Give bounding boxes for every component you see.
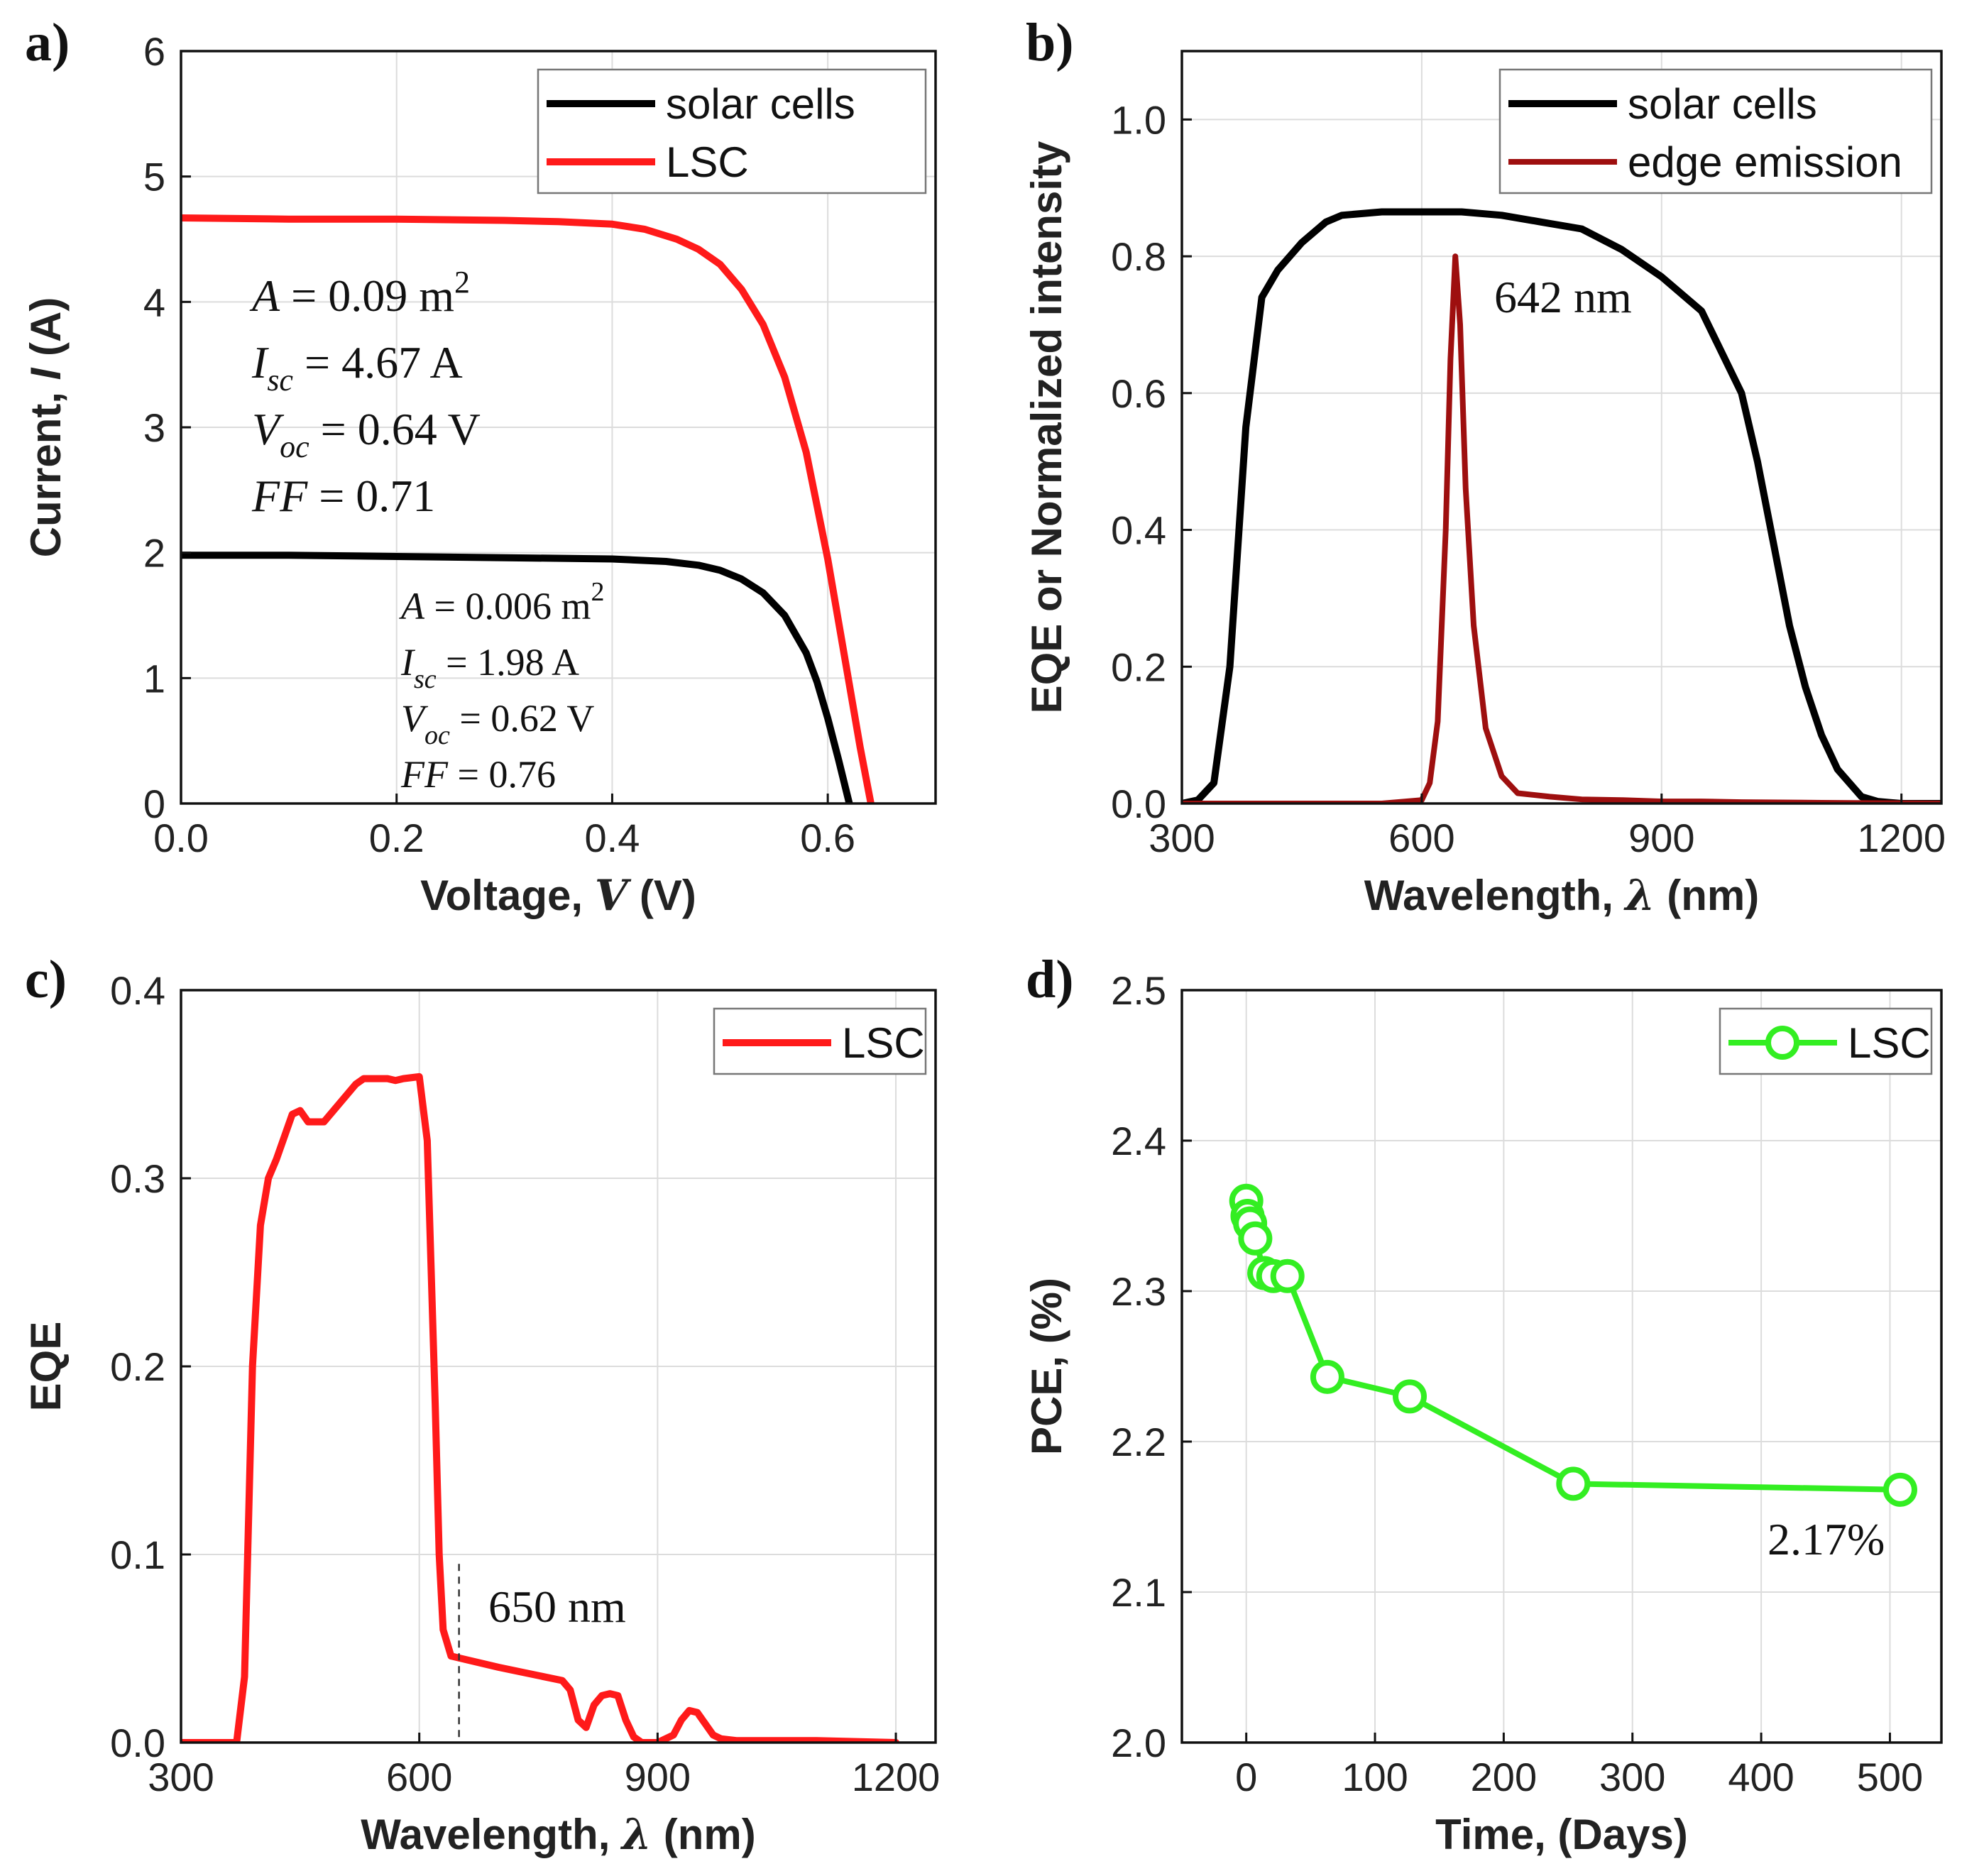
annotation-line: Isc = 1.98 A <box>400 641 579 694</box>
legend-label: solar cells <box>666 80 855 128</box>
y-tick-label: 0.6 <box>1111 371 1166 416</box>
data-point <box>1310 1359 1344 1394</box>
legend-label: solar cells <box>1628 80 1817 128</box>
annotation-line: A = 0.09 m2 <box>249 265 470 321</box>
panel-label: a) <box>25 13 70 72</box>
legend: LSC <box>713 1007 927 1075</box>
legend-marker <box>1765 1026 1799 1060</box>
y-tick-label: 1 <box>143 656 165 701</box>
annotation-line: FF = 0.76 <box>400 753 556 796</box>
x-tick-label: 0.6 <box>800 816 855 860</box>
series-line-lsc <box>181 214 875 803</box>
annotation-line: Voc = 0.62 V <box>401 697 594 750</box>
y-axis-label: EQE or Normalized intensity <box>1023 141 1070 713</box>
y-tick-label: 0 <box>143 781 165 826</box>
data-point <box>1393 1379 1427 1414</box>
legend-box <box>537 68 927 194</box>
y-tick-label: 2.5 <box>1111 968 1166 1013</box>
y-tick-label: 0.4 <box>110 968 165 1013</box>
y-tick-label: 1.0 <box>1111 97 1166 142</box>
x-axis-label: Wavelength, λ (nm) <box>361 1810 756 1860</box>
x-axis-label: Wavelength, λ (nm) <box>1364 871 1760 921</box>
panel-label: c) <box>25 950 67 1009</box>
y-tick-label: 0.3 <box>110 1156 165 1201</box>
y-axis-label: PCE, (%) <box>1023 1278 1070 1455</box>
y-tick-label: 3 <box>143 405 165 450</box>
annotation-line: A = 0.006 m2 <box>399 577 604 627</box>
annotation-line: Isc = 4.67 A <box>251 337 463 397</box>
y-axis-label: EQE <box>22 1322 70 1412</box>
x-tick-label: 1200 <box>852 1755 941 1799</box>
y-tick-label: 2.4 <box>1111 1119 1166 1163</box>
x-tick-label: 300 <box>1599 1755 1665 1799</box>
series-line-lsc <box>1243 1197 1903 1493</box>
panel-label: b) <box>1026 13 1074 72</box>
panel-b-eqe-emission: b) 300 600 900 1200 0.0 0.2 0.4 0.6 0.8 1.0 Wavelen… <box>1023 13 1946 921</box>
y-tick-label: 2.1 <box>1111 1570 1166 1615</box>
wavelength-annotation: 650 nm <box>488 1581 626 1632</box>
data-point <box>1556 1466 1591 1501</box>
final-pce-annotation: 2.17% <box>1768 1514 1885 1564</box>
series-line-solar-cells <box>181 552 853 803</box>
series-line-lsc <box>181 1073 900 1743</box>
data-point <box>1238 1221 1273 1256</box>
plot-frame <box>1180 989 1943 1744</box>
y-tick-label: 2 <box>143 531 165 576</box>
series-line-edge-emission <box>1182 253 1941 803</box>
panel-label: d) <box>1026 950 1074 1009</box>
data-point <box>1270 1258 1305 1293</box>
x-tick-label: 900 <box>625 1755 691 1799</box>
y-tick-label: 6 <box>143 29 165 74</box>
x-tick-label: 600 <box>1388 816 1454 860</box>
y-tick-label: 0.4 <box>1111 508 1166 553</box>
y-tick-label: 0.1 <box>110 1532 165 1577</box>
y-tick-label: 5 <box>143 155 165 199</box>
annotation-line: FF = 0.71 <box>251 471 435 521</box>
x-tick-label: 0.4 <box>584 816 640 860</box>
x-tick-label: 0 <box>1235 1755 1257 1799</box>
y-tick-label: 0.0 <box>110 1721 165 1765</box>
x-tick-label: 100 <box>1342 1755 1408 1799</box>
x-axis-label: Voltage, V (V) <box>420 871 696 921</box>
y-axis-label: Current, I (A) <box>22 297 70 558</box>
y-tick-label: 0.8 <box>1111 234 1166 279</box>
y-tick-label: 0.2 <box>110 1344 165 1389</box>
legend: solar cells LSC <box>537 68 927 194</box>
legend-label: LSC <box>1848 1019 1931 1067</box>
x-tick-label: 0.0 <box>153 816 209 860</box>
legend-box <box>1498 68 1933 194</box>
x-tick-label: 400 <box>1728 1755 1794 1799</box>
y-tick-label: 0.0 <box>1111 781 1166 826</box>
x-tick-label: 600 <box>386 1755 452 1799</box>
x-tick-label: 200 <box>1471 1755 1537 1799</box>
x-tick-label: 900 <box>1628 816 1694 860</box>
legend-label: edge emission <box>1628 138 1902 186</box>
series-line-solar-cells <box>1182 208 1941 803</box>
y-tick-label: 2.3 <box>1111 1269 1166 1314</box>
data-point <box>1882 1472 1917 1507</box>
peak-annotation: 642 nm <box>1494 272 1632 322</box>
y-tick-label: 2.2 <box>1111 1420 1166 1464</box>
panel-a-current-voltage: a) 0.0 0.2 0.4 0.6 0 1 2 3 4 5 6 Voltage, V (V) Curre… <box>22 13 937 921</box>
x-tick-label: 300 <box>148 1755 214 1799</box>
panel-d-pce-time: d) 0 100 200 300 400 500 2.0 2.1 2.2 2.3 2.4 2.5 Time… <box>1023 950 1943 1858</box>
legend-label: LSC <box>842 1019 925 1067</box>
x-tick-label: 300 <box>1149 816 1215 860</box>
x-tick-label: 0.2 <box>369 816 424 860</box>
legend-label: LSC <box>666 138 749 186</box>
x-tick-label: 500 <box>1857 1755 1923 1799</box>
x-tick-label: 1200 <box>1857 816 1946 860</box>
plot-frame <box>1180 50 1943 805</box>
y-tick-label: 0.2 <box>1111 644 1166 689</box>
y-tick-label: 4 <box>143 280 165 324</box>
legend: LSC <box>1719 1007 1933 1075</box>
panel-c-lsc-eqe: c) 300 600 900 1200 0.0 0.1 0.2 0.3 0.4 Wavelength… <box>22 950 940 1860</box>
legend: solar cells edge emission <box>1498 68 1933 194</box>
annotation-line: Voc = 0.64 V <box>252 404 481 464</box>
x-axis-label: Time, (Days) <box>1435 1811 1688 1858</box>
y-tick-label: 2.0 <box>1111 1721 1166 1765</box>
